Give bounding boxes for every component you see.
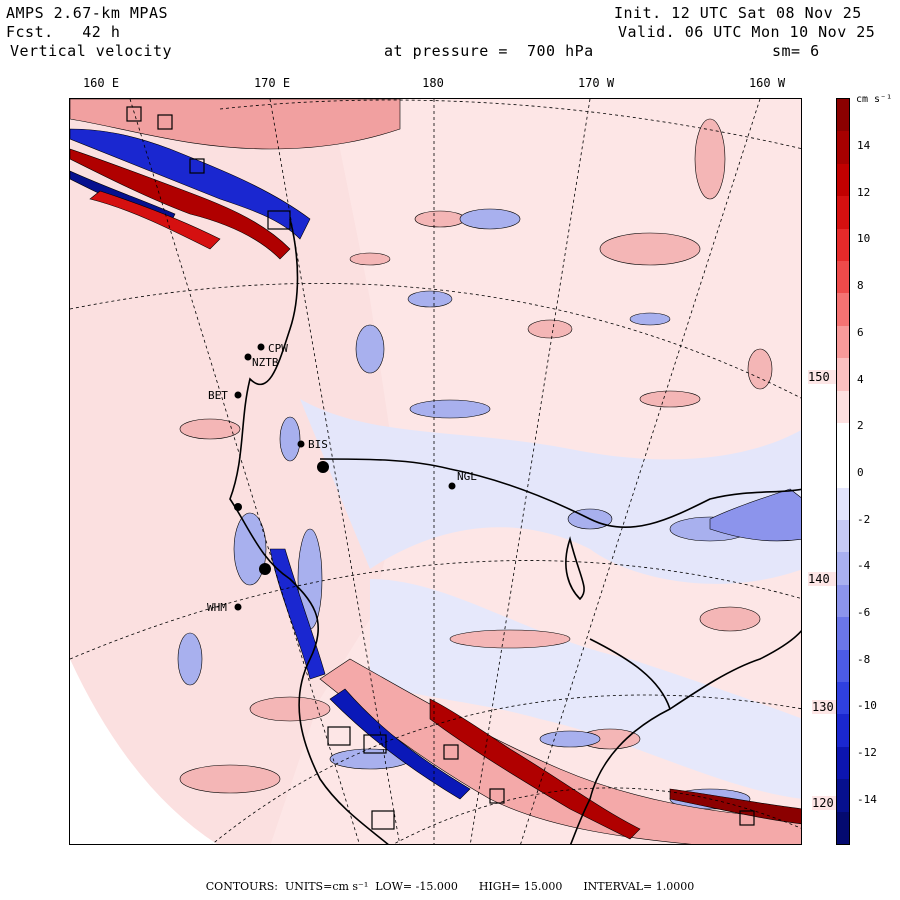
lon-label-170w: 170 W: [577, 76, 615, 90]
colorbar-segment: [837, 649, 849, 683]
colorbar-tick-label: 6: [857, 325, 864, 339]
nw-strong-band: [70, 99, 401, 260]
model-name: AMPS 2.67-km MPAS: [6, 4, 169, 22]
footer-units: UNITS=cm s⁻¹: [284, 880, 369, 893]
colorbar-tick-label: -2: [857, 512, 871, 526]
colorbar-segment: [837, 163, 849, 197]
pressure-label: at pressure =: [384, 42, 508, 60]
colorbar-tick-label: -6: [857, 606, 871, 619]
station-label-bet: BET: [208, 389, 228, 402]
graticule: [70, 99, 801, 844]
weak-negative-sea: [300, 399, 801, 584]
colorbar-segment: [837, 682, 849, 715]
station-dots: [234, 343, 456, 611]
colorbar-segment: [837, 99, 849, 132]
valid-time: Valid. 06 UTC Mon 10 Nov 25: [618, 23, 876, 41]
footer-contours: CONTOURS: UNITS=cm s⁻¹ LOW= -15.000 HIGH…: [0, 880, 900, 893]
field-name: Vertical velocity: [10, 42, 173, 60]
colorbar-segment: [837, 746, 849, 780]
colorbar-segment: [837, 293, 849, 327]
pressure-level: at pressure = 700 hPa: [384, 42, 594, 61]
lon-label-160w: 160 W: [748, 76, 786, 90]
colorbar-tick-label: 0: [857, 465, 864, 479]
map-panel: CPW NZTB BET BIS NGL WHM 150 W 140 W 130…: [69, 98, 802, 845]
colorbar-segment: [837, 422, 849, 456]
footer-interval: INTERVAL= 1.0000: [583, 880, 695, 893]
coastline: [229, 218, 801, 844]
colorbar-segment: [837, 811, 849, 845]
colorbar-segment: [837, 714, 849, 748]
colorbar-segment: [837, 228, 849, 262]
colorbar-tick-label: -10: [857, 699, 877, 713]
footer-high: HIGH= 15.000: [478, 880, 563, 893]
colorbar-tick-label: 8: [857, 279, 864, 293]
colorbar-tick-label: -4: [857, 559, 871, 573]
pressure-value: 700 hPa: [526, 42, 594, 60]
colorbar-tick-label: 2: [857, 419, 864, 433]
colorbar-tick-label: 12: [857, 185, 871, 199]
station-label-ngl: NGL: [457, 470, 477, 483]
colorbar-tick-label: -14: [857, 792, 877, 806]
colorbar: [836, 98, 850, 845]
forecast-value: 42 h: [82, 23, 121, 41]
colorbar-segment: [837, 196, 849, 230]
colorbar-segment: [837, 260, 849, 294]
footer-contours-label: CONTOURS:: [205, 880, 278, 893]
positive-blobs: [179, 118, 773, 794]
station-label-cpw: CPW: [268, 342, 288, 355]
forecast-hour: Fcst. 42 h: [6, 23, 120, 42]
init-time: Init. 12 UTC Sat 08 Nov 25: [614, 4, 862, 22]
colorbar-segment: [837, 779, 849, 813]
colorbar-tick-label: 14: [857, 139, 871, 152]
domain-exterior: [70, 659, 217, 844]
colorbar-tick-label: 10: [857, 232, 871, 246]
lon-label-180: 180: [422, 76, 444, 90]
lon-label-170e: 170 E: [253, 76, 291, 90]
colorbar-segment: [837, 325, 849, 359]
colorbar-segment: [837, 584, 849, 618]
box-markers: [126, 106, 755, 830]
colorbar-units: cm s⁻¹: [856, 94, 893, 105]
colorbar-tick-label: 4: [857, 372, 864, 386]
forecast-label: Fcst.: [6, 23, 54, 41]
colorbar-segment: [837, 390, 849, 424]
colorbar-segment: [837, 131, 849, 165]
smoothing-value: sm= 6: [772, 42, 820, 60]
colorbar-segment: [837, 552, 849, 586]
map-canvas: [70, 99, 801, 844]
footer-low: LOW= -15.000: [375, 880, 458, 893]
colorbar-segment: [837, 358, 849, 392]
colorbar-segment: [837, 520, 849, 553]
colorbar-tick-label: -12: [857, 746, 877, 760]
colorbar-segment: [837, 487, 849, 521]
colorbar-tick-label: -8: [857, 652, 871, 666]
colorbar-segment: [837, 617, 849, 651]
station-label-whm: WHM: [207, 601, 227, 614]
station-label-bis: BIS: [308, 438, 328, 451]
colorbar-segment: [837, 455, 849, 489]
station-label-nztb: NZTB: [252, 356, 279, 369]
lon-label-160e: 160 E: [82, 76, 120, 90]
